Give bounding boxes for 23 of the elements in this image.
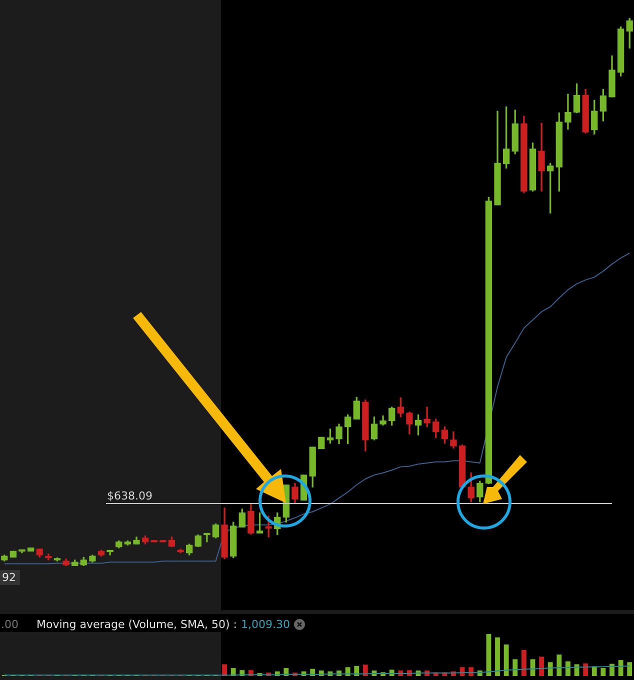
bar [539,656,544,676]
bar [627,662,632,676]
bar [548,662,553,676]
bar [583,663,588,676]
bar [354,666,360,676]
bar [512,659,518,676]
bar [222,664,227,676]
bar [600,668,606,676]
text: 92 [2,570,16,584]
bar [521,650,526,676]
bar [556,654,562,676]
bar [504,644,509,676]
annotation: $638.09 [107,489,152,502]
candlestick [204,532,210,542]
candlestick [45,554,52,560]
bar [362,664,368,676]
chart-subtitle: 1,009.30 [240,618,290,630]
chart-title: Moving average (Volume, SMA, 50) : [36,618,237,630]
bar [566,661,570,676]
candlestick [106,550,114,556]
bar [495,637,500,676]
candlestick [424,406,430,428]
text: .00 [1,618,18,630]
